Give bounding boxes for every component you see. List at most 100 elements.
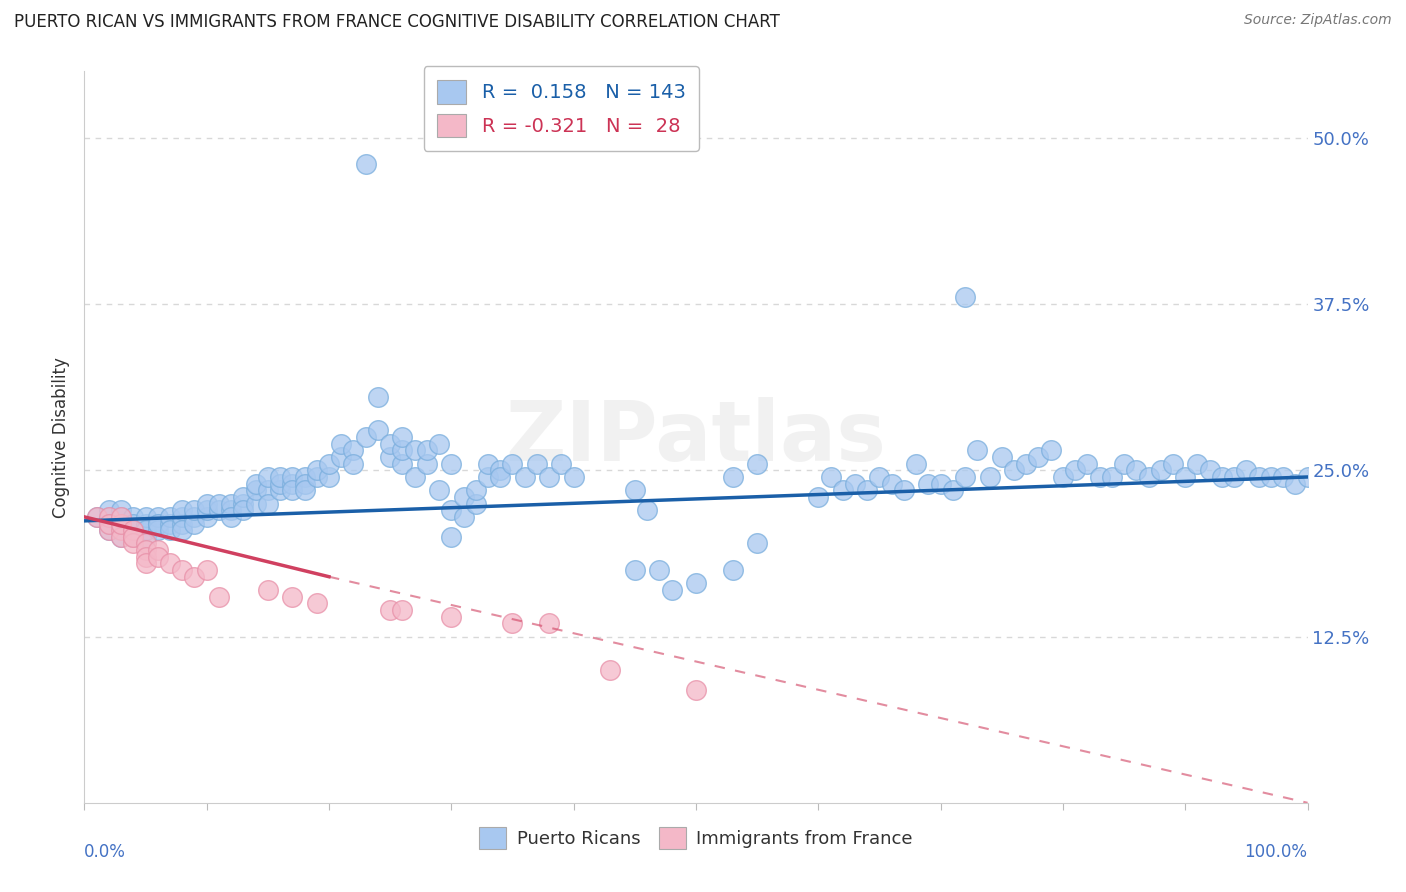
Point bbox=[477, 457, 499, 471]
Point bbox=[489, 470, 512, 484]
Point bbox=[281, 476, 304, 491]
Point bbox=[464, 483, 486, 498]
Point bbox=[721, 470, 744, 484]
Point bbox=[1174, 470, 1197, 484]
Point bbox=[953, 470, 976, 484]
Point bbox=[122, 523, 145, 537]
Point bbox=[305, 596, 328, 610]
Point bbox=[269, 483, 291, 498]
Point bbox=[747, 457, 769, 471]
Point bbox=[550, 457, 572, 471]
Point bbox=[427, 483, 450, 498]
Point bbox=[1039, 443, 1062, 458]
Point bbox=[380, 603, 402, 617]
Point bbox=[538, 470, 561, 484]
Point bbox=[257, 497, 280, 511]
Point bbox=[929, 476, 952, 491]
Text: PUERTO RICAN VS IMMIGRANTS FROM FRANCE COGNITIVE DISABILITY CORRELATION CHART: PUERTO RICAN VS IMMIGRANTS FROM FRANCE C… bbox=[14, 13, 780, 31]
Point bbox=[135, 509, 157, 524]
Point bbox=[122, 530, 145, 544]
Text: ZIPatlas: ZIPatlas bbox=[506, 397, 886, 477]
Point bbox=[219, 503, 242, 517]
Point bbox=[281, 590, 304, 604]
Point bbox=[122, 536, 145, 550]
Point bbox=[110, 516, 132, 531]
Point bbox=[257, 470, 280, 484]
Point bbox=[135, 557, 157, 571]
Point bbox=[966, 443, 988, 458]
Point bbox=[453, 509, 475, 524]
Point bbox=[905, 457, 928, 471]
Point bbox=[97, 523, 120, 537]
Point bbox=[146, 523, 169, 537]
Point bbox=[294, 483, 316, 498]
Point bbox=[342, 457, 364, 471]
Point bbox=[526, 457, 548, 471]
Point bbox=[1002, 463, 1025, 477]
Point bbox=[195, 509, 218, 524]
Point bbox=[269, 470, 291, 484]
Point bbox=[624, 563, 647, 577]
Point bbox=[110, 509, 132, 524]
Point bbox=[380, 450, 402, 464]
Point bbox=[1015, 457, 1038, 471]
Point bbox=[440, 457, 463, 471]
Point bbox=[208, 497, 231, 511]
Point bbox=[281, 470, 304, 484]
Point bbox=[330, 436, 353, 450]
Point bbox=[135, 523, 157, 537]
Point bbox=[172, 563, 194, 577]
Point bbox=[1052, 470, 1074, 484]
Point bbox=[122, 516, 145, 531]
Point bbox=[979, 470, 1001, 484]
Point bbox=[404, 443, 426, 458]
Point bbox=[159, 509, 181, 524]
Y-axis label: Cognitive Disability: Cognitive Disability bbox=[52, 357, 70, 517]
Point bbox=[1236, 463, 1258, 477]
Point bbox=[391, 430, 413, 444]
Point bbox=[183, 570, 205, 584]
Point bbox=[1150, 463, 1173, 477]
Point bbox=[122, 530, 145, 544]
Text: 100.0%: 100.0% bbox=[1244, 843, 1308, 861]
Point bbox=[1101, 470, 1123, 484]
Point bbox=[807, 490, 830, 504]
Point bbox=[245, 476, 267, 491]
Point bbox=[305, 463, 328, 477]
Point bbox=[172, 516, 194, 531]
Point bbox=[330, 450, 353, 464]
Point bbox=[427, 436, 450, 450]
Point bbox=[685, 576, 707, 591]
Point bbox=[917, 476, 939, 491]
Point bbox=[1223, 470, 1246, 484]
Point bbox=[502, 457, 524, 471]
Point bbox=[538, 616, 561, 631]
Point bbox=[122, 509, 145, 524]
Point bbox=[1064, 463, 1087, 477]
Point bbox=[440, 609, 463, 624]
Point bbox=[269, 476, 291, 491]
Point bbox=[183, 516, 205, 531]
Point bbox=[354, 430, 377, 444]
Point bbox=[305, 470, 328, 484]
Point bbox=[391, 457, 413, 471]
Point bbox=[208, 503, 231, 517]
Point bbox=[721, 563, 744, 577]
Point bbox=[110, 503, 132, 517]
Point bbox=[294, 470, 316, 484]
Point bbox=[146, 516, 169, 531]
Point bbox=[195, 563, 218, 577]
Point bbox=[893, 483, 915, 498]
Text: 0.0%: 0.0% bbox=[84, 843, 127, 861]
Point bbox=[281, 483, 304, 498]
Point bbox=[159, 557, 181, 571]
Point bbox=[599, 663, 621, 677]
Point bbox=[1187, 457, 1209, 471]
Point bbox=[354, 157, 377, 171]
Point bbox=[380, 436, 402, 450]
Point bbox=[97, 516, 120, 531]
Point bbox=[440, 530, 463, 544]
Point bbox=[97, 509, 120, 524]
Point bbox=[502, 616, 524, 631]
Point bbox=[195, 497, 218, 511]
